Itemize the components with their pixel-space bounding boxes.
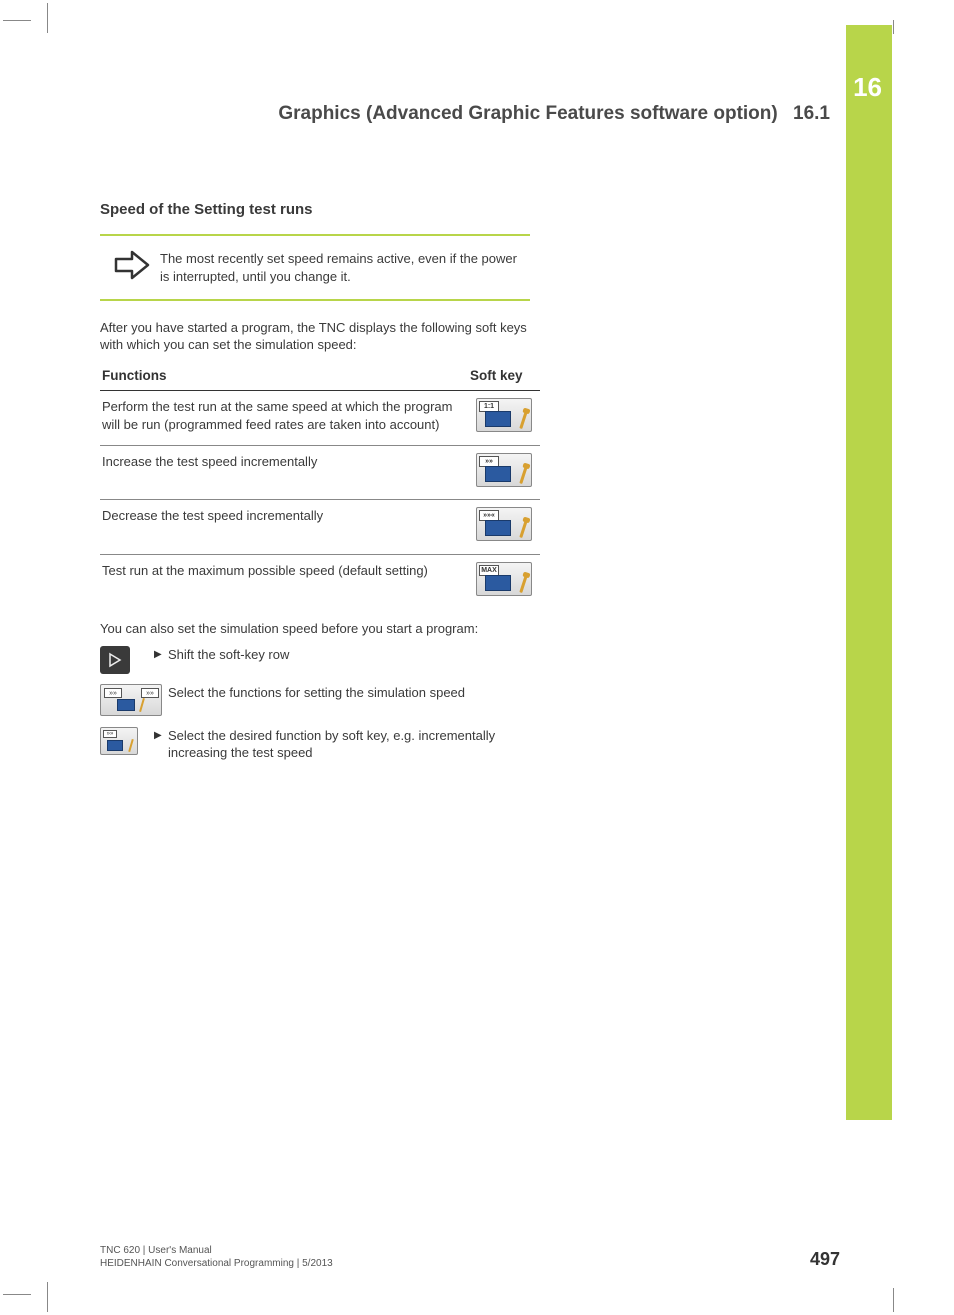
chapter-number: 16 — [853, 72, 882, 103]
note-text: The most recently set speed remains acti… — [160, 250, 522, 285]
footer-line2: HEIDENHAIN Conversational Programming | … — [100, 1257, 333, 1270]
func-text: Increase the test speed incrementally — [100, 445, 468, 500]
func-text: Test run at the maximum possible speed (… — [100, 554, 468, 608]
step-text: Shift the soft-key row — [168, 646, 289, 664]
func-text: Perform the test run at the same speed a… — [100, 391, 468, 446]
softkey-speed-group-icon: »» »» — [100, 684, 142, 721]
shift-row-key-icon — [100, 646, 142, 679]
header-title-text: Graphics (Advanced Graphic Features soft… — [278, 103, 777, 124]
table-row: Increase the test speed incrementally »» — [100, 445, 540, 500]
softkey-1to1-icon: 1:1 — [476, 398, 532, 432]
softkey-cell: »» — [468, 445, 540, 500]
note-box: The most recently set speed remains acti… — [100, 234, 530, 301]
step-row: »» ▶ Select the desired function by soft… — [100, 727, 540, 766]
crop-mark — [893, 1288, 894, 1312]
crop-mark — [47, 3, 48, 33]
outro-paragraph: You can also set the simulation speed be… — [100, 620, 540, 638]
func-text: Decrease the test speed incrementally — [100, 500, 468, 555]
triangle-bullet-icon: ▶ — [154, 727, 168, 762]
triangle-bullet-icon: ▶ — [154, 646, 168, 664]
header-section: 16.1 — [793, 103, 830, 124]
col-header-softkey: Soft key — [468, 362, 540, 391]
table-row: Decrease the test speed incrementally »»… — [100, 500, 540, 555]
step-text: Select the functions for setting the sim… — [168, 684, 465, 702]
functions-table: Functions Soft key Perform the test run … — [100, 362, 540, 608]
page-number: 497 — [810, 1249, 840, 1270]
page-footer: TNC 620 | User's Manual HEIDENHAIN Conve… — [100, 1244, 840, 1270]
softkey-increase-icon: »» — [476, 453, 532, 487]
step-text: Select the desired function by soft key,… — [168, 727, 540, 762]
content-area: Speed of the Setting test runs The most … — [100, 200, 550, 772]
table-row: Test run at the maximum possible speed (… — [100, 554, 540, 608]
step-row: »» »» ▶ Select the functions for setting… — [100, 684, 540, 721]
step-row: ▶ Shift the soft-key row — [100, 646, 540, 679]
col-header-functions: Functions — [100, 362, 468, 391]
crop-mark — [3, 1294, 31, 1295]
softkey-cell: 1:1 — [468, 391, 540, 446]
step-list: ▶ Shift the soft-key row »» »» ▶ Select … — [100, 646, 540, 766]
crop-mark — [3, 20, 31, 21]
page-header: Graphics (Advanced Graphic Features soft… — [100, 103, 830, 125]
footer-line1: TNC 620 | User's Manual — [100, 1244, 333, 1257]
table-row: Perform the test run at the same speed a… — [100, 391, 540, 446]
intro-paragraph: After you have started a program, the TN… — [100, 319, 540, 354]
softkey-cell: MAX — [468, 554, 540, 608]
softkey-decrease-icon: »»« — [476, 507, 532, 541]
softkey-increase-small-icon: »» — [100, 727, 142, 760]
section-heading: Speed of the Setting test runs — [100, 200, 550, 220]
softkey-cell: »»« — [468, 500, 540, 555]
arrow-right-icon — [104, 248, 160, 287]
chapter-tab — [846, 25, 892, 1120]
softkey-max-icon: MAX — [476, 562, 532, 596]
crop-mark — [893, 20, 894, 34]
crop-mark — [47, 1282, 48, 1312]
